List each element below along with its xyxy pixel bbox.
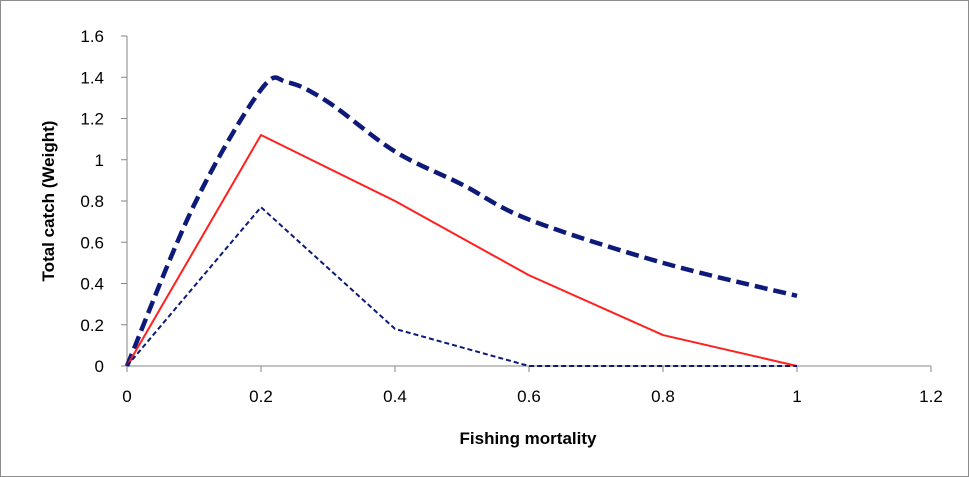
y-axis-ticks: 0 0.2 0.4 0.6 0.8 1 1.2 1.4 1.6	[80, 27, 127, 376]
x-axis-ticks: 0 0.2 0.4 0.6 0.8 1 1.2	[122, 366, 943, 406]
x-tick-label: 0	[122, 387, 131, 406]
x-tick-label: 1	[792, 387, 801, 406]
y-axis-title: Total catch (Weight)	[39, 121, 58, 282]
x-tick-label: 1.2	[919, 387, 943, 406]
y-tick-label: 1.4	[80, 68, 104, 87]
y-tick-label: 1	[95, 151, 104, 170]
y-tick-label: 1.2	[80, 110, 104, 129]
x-tick-label: 0.2	[249, 387, 273, 406]
series-line-3	[126, 206, 797, 367]
x-axis-title: Fishing mortality	[460, 429, 598, 448]
axes	[126, 36, 931, 367]
y-tick-label: 0.6	[80, 233, 104, 252]
series-line-1	[124, 75, 798, 367]
y-tick-label: 0	[95, 357, 104, 376]
y-tick-label: 1.6	[80, 27, 104, 46]
y-tick-label: 0.2	[80, 316, 104, 335]
x-tick-label: 0.6	[517, 387, 541, 406]
x-tick-label: 0.8	[651, 387, 675, 406]
series-layer	[124, 75, 798, 367]
x-tick-label: 0.4	[383, 387, 407, 406]
series-line-2	[126, 134, 798, 367]
y-tick-label: 0.8	[80, 192, 104, 211]
y-tick-label: 0.4	[80, 275, 104, 294]
